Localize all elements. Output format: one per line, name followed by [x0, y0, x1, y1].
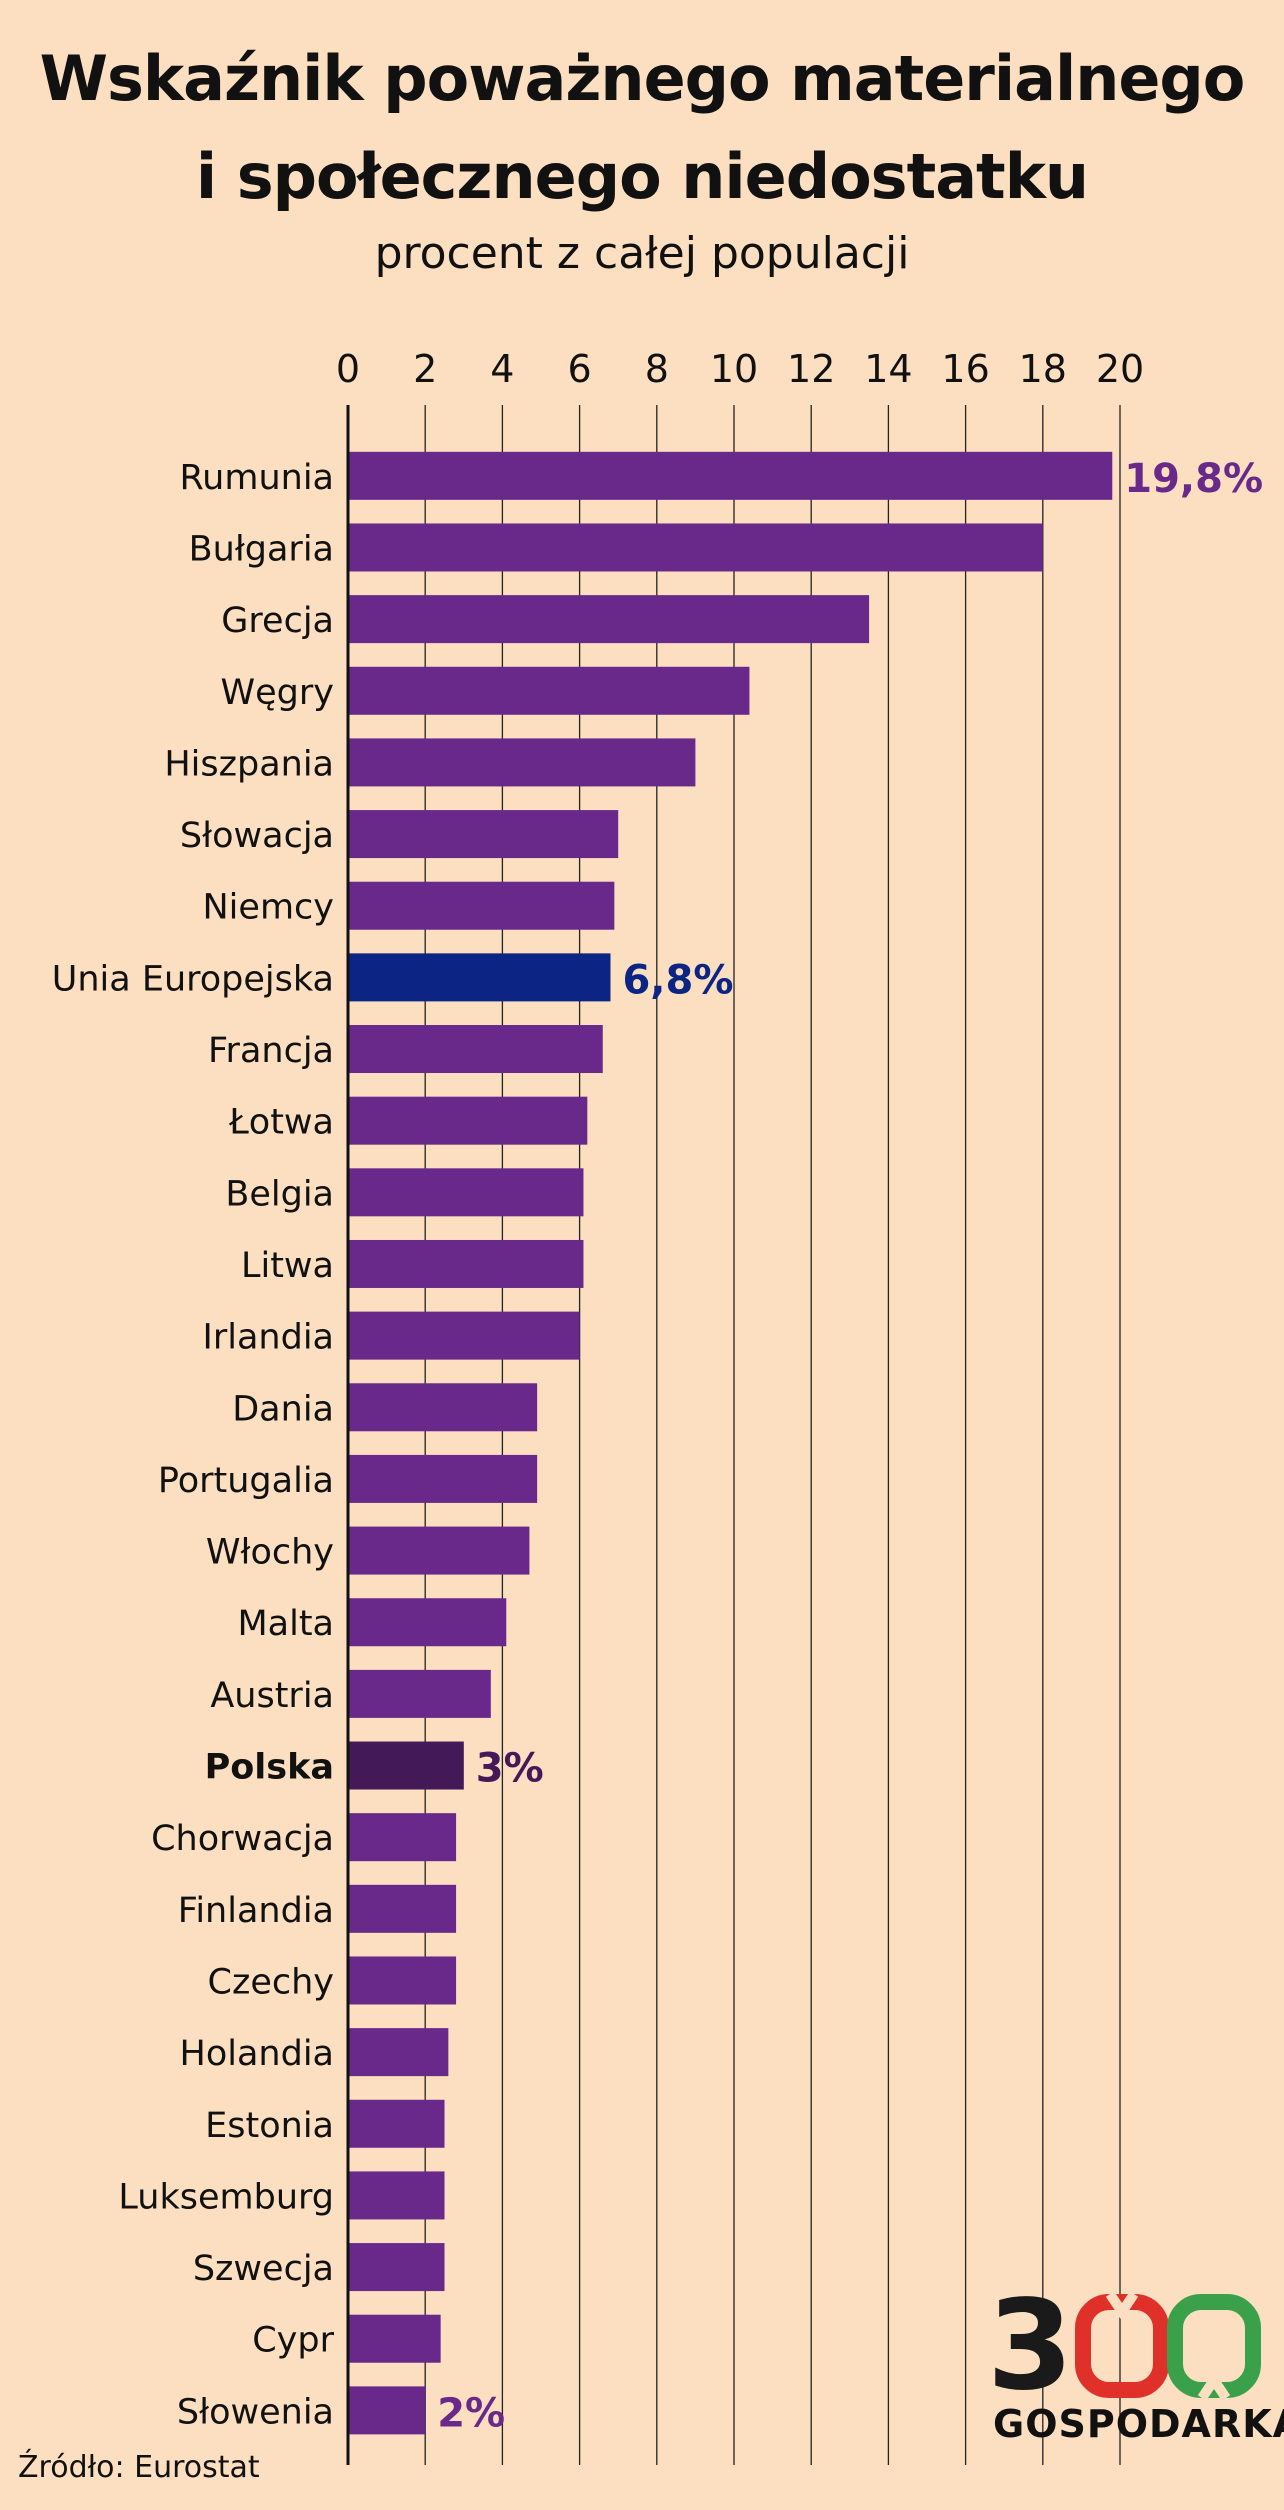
category-label-19: Chorwacja	[151, 1819, 334, 1859]
category-label-22: Holandia	[180, 2034, 334, 2074]
title-line-1: Wskaźnik poważnego materialnego	[39, 42, 1246, 115]
bar-5	[348, 810, 619, 859]
x-tick-label-4: 4	[490, 347, 514, 391]
category-label-26: Cypr	[252, 2321, 334, 2361]
bar-9	[348, 1096, 588, 1145]
category-label-0: Rumunia	[179, 458, 334, 498]
bar-1	[348, 523, 1043, 572]
value-label-0: 19,8%	[1124, 456, 1263, 502]
category-label-27: Słowenia	[177, 2392, 334, 2432]
bar-4	[348, 738, 696, 787]
bar-0	[348, 451, 1113, 500]
x-tick-label-10: 10	[710, 347, 758, 391]
title-line-2: i społecznego niedostatku	[195, 140, 1089, 213]
category-label-4: Hiszpania	[164, 744, 334, 784]
category-label-8: Francja	[208, 1031, 334, 1071]
bar-16	[348, 1598, 507, 1647]
bar-20	[348, 1884, 457, 1933]
bar-21	[348, 1956, 457, 2005]
category-label-6: Niemcy	[203, 888, 335, 928]
category-label-2: Grecja	[221, 601, 334, 641]
category-label-21: Czechy	[208, 1962, 334, 2002]
category-label-18: Polska	[205, 1748, 334, 1788]
bar-22	[348, 2028, 449, 2077]
logo-zero-red	[1075, 2294, 1169, 2398]
bar-7	[348, 953, 611, 1002]
category-label-25: Szwecja	[193, 2249, 334, 2289]
category-label-14: Portugalia	[158, 1461, 334, 1501]
category-label-7: Unia Europejska	[52, 959, 334, 999]
bar-15	[348, 1526, 530, 1575]
bar-25	[348, 2243, 445, 2292]
bar-17	[348, 1669, 491, 1718]
source-note: Źródło: Eurostat	[18, 2450, 260, 2485]
value-label-18: 3%	[476, 1746, 544, 1792]
bar-14	[348, 1454, 538, 1503]
category-label-13: Dania	[232, 1389, 334, 1429]
category-label-11: Litwa	[241, 1246, 334, 1286]
value-label-7: 6,8%	[622, 957, 733, 1003]
category-label-17: Austria	[210, 1676, 334, 1716]
x-tick-label-0: 0	[336, 347, 360, 391]
chart-title: Wskaźnik poważnego materialnego i społec…	[0, 30, 1284, 226]
bar-18	[348, 1741, 464, 1790]
bar-13	[348, 1383, 538, 1432]
x-tick-label-8: 8	[645, 347, 669, 391]
bar-11	[348, 1239, 584, 1288]
category-label-1: Bułgaria	[189, 529, 334, 569]
category-label-24: Luksemburg	[118, 2177, 334, 2217]
bar-19	[348, 1813, 457, 1862]
category-label-12: Irlandia	[203, 1318, 334, 1358]
category-label-3: Węgry	[221, 673, 334, 713]
category-label-16: Malta	[237, 1604, 334, 1644]
category-label-20: Finlandia	[178, 1891, 334, 1931]
bar-23	[348, 2099, 445, 2148]
category-label-9: Łotwa	[228, 1103, 334, 1143]
bar-6	[348, 881, 615, 930]
x-tick-label-18: 18	[1019, 347, 1067, 391]
logo-300-mark: 3	[987, 2290, 1261, 2400]
logo-300-gospodarka: 3 GOSPODARKA	[985, 2290, 1284, 2450]
x-tick-label-20: 20	[1096, 347, 1144, 391]
logo-zero-red-notch	[1105, 2291, 1139, 2322]
logo-zero-green-notch	[1197, 2370, 1231, 2400]
bar-10	[348, 1168, 584, 1217]
logo-text: GOSPODARKA	[993, 2402, 1284, 2446]
x-tick-label-16: 16	[941, 347, 989, 391]
category-label-15: Włochy	[206, 1533, 334, 1573]
logo-zero-green	[1167, 2294, 1261, 2398]
bar-8	[348, 1025, 603, 1074]
x-tick-label-6: 6	[568, 347, 592, 391]
category-label-5: Słowacja	[180, 816, 334, 856]
bar-26	[348, 2314, 441, 2363]
bar-27	[348, 2386, 426, 2435]
bar-2	[348, 595, 870, 644]
x-tick-label-14: 14	[864, 347, 912, 391]
value-label-27: 2%	[437, 2390, 505, 2436]
bar-12	[348, 1311, 580, 1360]
logo-digit: 3	[987, 2290, 1073, 2400]
bar-24	[348, 2171, 445, 2220]
x-tick-label-12: 12	[787, 347, 835, 391]
category-label-23: Estonia	[205, 2106, 334, 2146]
x-tick-label-2: 2	[413, 347, 437, 391]
category-label-10: Belgia	[225, 1174, 334, 1214]
chart-subtitle: procent z całej populacji	[374, 228, 910, 279]
bar-3	[348, 666, 750, 715]
